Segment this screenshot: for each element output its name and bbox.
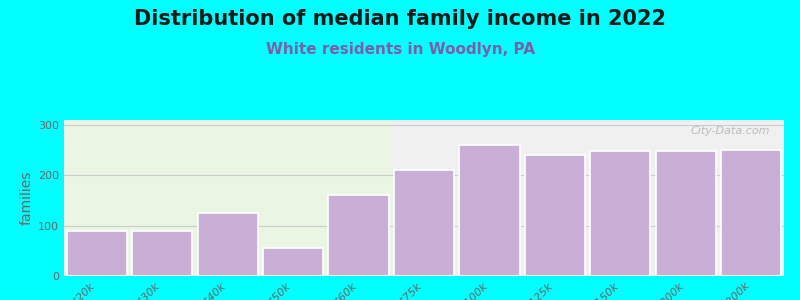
Bar [329, 196, 389, 276]
Bar [459, 145, 519, 276]
Text: Distribution of median family income in 2022: Distribution of median family income in … [134, 9, 666, 29]
Bar [590, 151, 650, 276]
Bar [132, 231, 192, 276]
Bar [263, 248, 323, 276]
Text: City-Data.com: City-Data.com [690, 126, 770, 136]
Bar [721, 150, 782, 276]
Bar [66, 231, 127, 276]
Bar [198, 213, 258, 276]
Y-axis label: families: families [20, 171, 34, 225]
Text: White residents in Woodlyn, PA: White residents in Woodlyn, PA [266, 42, 534, 57]
Bar [656, 151, 716, 276]
Bar [525, 155, 585, 276]
Bar [394, 170, 454, 276]
Bar [64, 120, 391, 276]
